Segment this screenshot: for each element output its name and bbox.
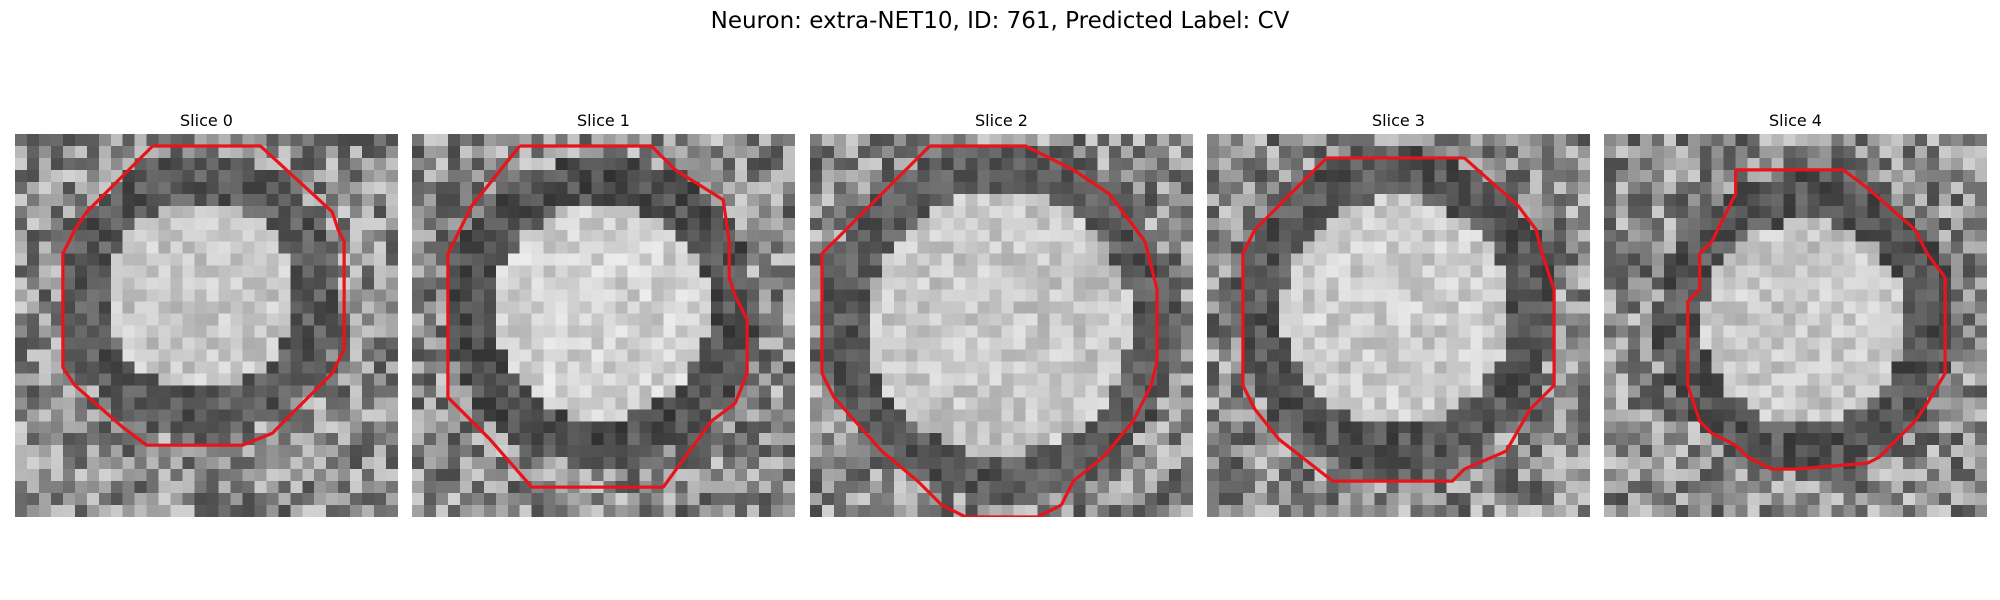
slice-panel-0: Slice 0 [15,108,398,517]
slice-image-2 [810,134,1193,517]
slice-panel-3: Slice 3 [1207,108,1590,517]
slice-title: Slice 2 [975,111,1028,130]
figure-title: Neuron: extra-NET10, ID: 761, Predicted … [710,8,1290,34]
slice-panel-1: Slice 1 [412,108,795,517]
slice-panel-2: Slice 2 [810,108,1193,517]
cell-contour [1686,168,1947,471]
slice-image-3 [1207,134,1590,517]
slice-title: Slice 3 [1372,111,1425,130]
cell-contour [446,144,749,489]
cell-contour [820,144,1159,517]
slice-title: Slice 4 [1769,111,1822,130]
slice-image-0 [15,134,398,517]
cell-contour [61,144,346,447]
slice-image-4 [1604,134,1987,517]
cell-contour [1241,156,1556,483]
slice-title: Slice 1 [577,111,630,130]
slice-image-1 [412,134,795,517]
slice-title: Slice 0 [180,111,233,130]
slice-panel-4: Slice 4 [1604,108,1987,517]
